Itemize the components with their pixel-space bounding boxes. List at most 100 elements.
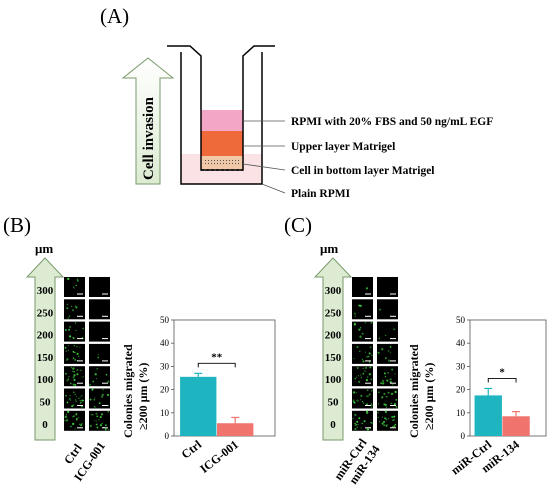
fluorescent-cell	[390, 402, 393, 405]
fluorescent-cell	[77, 355, 80, 358]
fluorescent-cell	[72, 350, 75, 353]
fluorescent-cell	[360, 376, 362, 379]
fluorescent-cell	[65, 360, 68, 362]
fluorescent-cell	[392, 426, 394, 428]
panel-b-distance-ticks: 300 250 200 150 100 50 0	[37, 285, 54, 431]
fluorescent-cell	[75, 399, 77, 401]
fluorescent-cell	[368, 361, 371, 363]
fluorescent-cell	[74, 428, 76, 430]
fluorescent-cell	[67, 345, 69, 347]
fluorescent-cell	[367, 355, 370, 358]
fluorescent-cell	[357, 375, 359, 377]
fluorescent-cell	[76, 373, 79, 376]
fluorescent-cell	[81, 395, 83, 397]
fluorescent-cell	[82, 327, 84, 330]
fluorescent-cell	[76, 369, 79, 371]
fluorescent-cell	[82, 399, 85, 402]
fluorescent-cell	[72, 309, 74, 312]
fluorescent-cell	[72, 383, 75, 386]
fluorescent-cell	[82, 375, 84, 378]
fluorescent-cell	[105, 428, 107, 430]
fluorescent-cell	[69, 339, 71, 341]
significance-bracket	[197, 362, 236, 368]
fluorescent-cell	[66, 379, 69, 382]
fluorescent-cell	[393, 418, 395, 421]
fluorescent-cell	[361, 332, 364, 335]
fluorescent-cell	[362, 360, 365, 363]
fluorescent-cell	[362, 367, 364, 369]
fluorescent-cell	[81, 376, 83, 378]
distance-tick-label: 200	[325, 330, 342, 342]
fluorescent-cell	[353, 401, 356, 404]
fluorescent-cell	[97, 356, 100, 359]
layer-label-upper-matrigel: Upper layer Matrigel	[291, 141, 395, 153]
fluorescent-cell	[360, 399, 362, 401]
micrograph-tile	[89, 299, 110, 320]
significance-marker: *	[499, 366, 505, 378]
fluorescent-cell	[356, 345, 359, 349]
fluorescent-cell	[387, 359, 391, 362]
fluorescent-cell	[72, 337, 75, 340]
micrograph-tile	[352, 388, 373, 409]
fluorescent-cell	[381, 422, 384, 425]
fluorescent-cell	[393, 328, 396, 331]
fluorescent-cell	[72, 367, 75, 370]
fluorescent-cell	[369, 366, 372, 369]
fluorescent-cell	[367, 428, 370, 431]
panel-c-chart-ylabel-line1: Colonies migrated	[407, 344, 421, 438]
layer-label-bottom-matrigel: Cell in bottom layer Matrigel	[291, 165, 435, 177]
fluorescent-cell	[386, 424, 388, 426]
fluorescent-cell	[393, 415, 396, 418]
distance-tick-label: 250	[37, 307, 54, 319]
distance-tick-label: 50	[328, 397, 340, 409]
fluorescent-cell	[79, 399, 82, 402]
fluorescent-cell	[96, 367, 99, 370]
fluorescent-cell	[365, 287, 369, 290]
rpmi-egf-layer	[201, 110, 243, 131]
panel-b-distance-arrow	[25, 257, 65, 441]
fluorescent-cell	[384, 375, 387, 378]
fluorescent-cell	[95, 423, 98, 426]
fluorescent-cell	[366, 356, 368, 358]
fluorescent-cell	[75, 284, 77, 287]
fluorescent-cell	[76, 352, 79, 356]
fluorescent-cell	[71, 306, 73, 308]
fluorescent-cell	[73, 374, 76, 377]
fluorescent-cell	[101, 389, 103, 391]
fluorescent-cell	[365, 379, 368, 382]
fluorescent-cell	[70, 367, 72, 369]
fluorescent-cell	[65, 350, 67, 352]
fluorescent-cell	[66, 303, 69, 306]
fluorescent-cell	[385, 424, 388, 427]
fluorescent-cell	[371, 404, 373, 407]
panel-a-label: (A)	[100, 4, 129, 28]
panel-a: (A) Cell invasion RPMI with 20% FBS and …	[100, 4, 493, 200]
fluorescent-cell	[93, 405, 96, 408]
fluorescent-cell	[72, 286, 74, 288]
fluorescent-cell	[353, 358, 355, 360]
y-tick-label: 10	[456, 408, 466, 418]
fluorescent-cell	[387, 391, 390, 394]
micrograph-tile	[352, 410, 373, 431]
fluorescent-cell	[91, 388, 94, 391]
fluorescent-cell	[377, 416, 379, 418]
fluorescent-cell	[379, 308, 382, 311]
micrograph-tile	[89, 277, 110, 297]
significance-bracket	[487, 377, 517, 383]
fluorescent-cell	[371, 406, 373, 408]
fluorescent-cell	[381, 379, 385, 383]
fluorescent-cell	[73, 370, 75, 373]
fluorescent-cell	[393, 425, 396, 428]
panel-b-chart-ylabel-line2: ≥200 μm (%)	[136, 363, 150, 430]
fluorescent-cell	[70, 425, 72, 428]
panel-b-image-grid	[64, 277, 110, 431]
fluorescent-cell	[390, 352, 392, 354]
panel-c-unit: μm	[320, 241, 338, 256]
distance-tick-label: 0	[42, 419, 48, 431]
fluorescent-cell	[354, 377, 356, 380]
micrograph-tile	[64, 343, 85, 364]
fluorescent-cell	[361, 358, 363, 360]
fluorescent-cell	[383, 372, 386, 375]
fluorescent-cell	[108, 411, 110, 413]
fluorescent-cell	[387, 350, 390, 352]
